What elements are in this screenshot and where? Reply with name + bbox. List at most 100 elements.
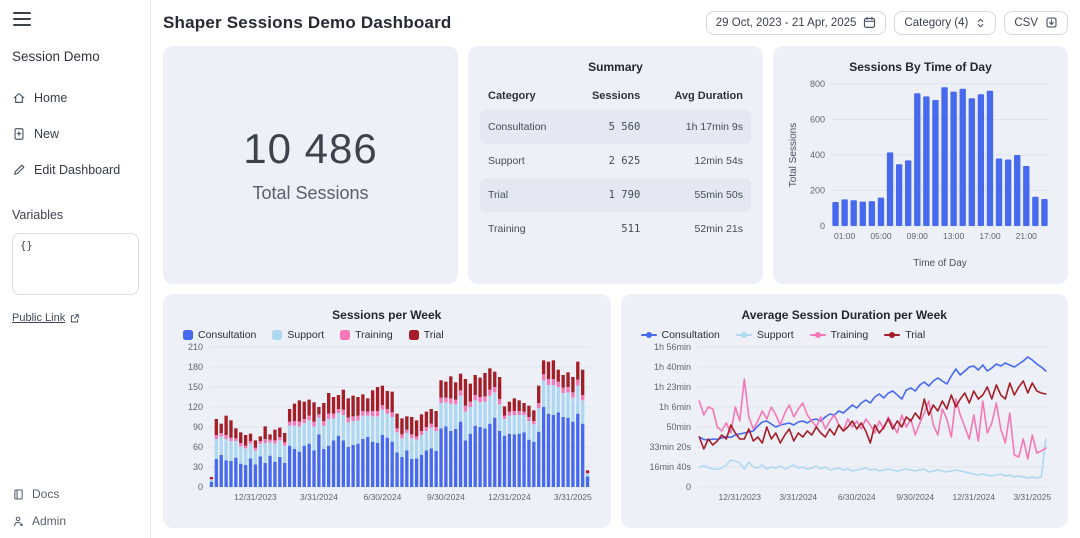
home-icon: [13, 93, 25, 103]
legend-swatch: [408, 329, 419, 340]
chevron-updown-icon: [978, 18, 984, 28]
time-of-day-chart-title: Sessions By Time of Day: [849, 59, 992, 74]
category-select-value: Category (4): [904, 16, 969, 29]
column-header-avg-duration: Avg Duration: [674, 89, 743, 102]
avg-duration-chart: 0 16min 40s 33min 20s 50min 1h 6min 1h 23min 1…: [649, 342, 1051, 502]
admin-icon: [14, 516, 23, 526]
svg-text:0: 0: [685, 482, 690, 492]
legend-line-marker: [809, 331, 826, 339]
svg-text:09:00: 09:00: [907, 231, 929, 241]
time-of-day-card: Sessions By Time of Day 0 200 400 600 800 01:…: [773, 45, 1068, 284]
svg-text:3/31/2024: 3/31/2024: [300, 492, 338, 502]
svg-text:210: 210: [188, 342, 203, 352]
legend-item-trial[interactable]: Trial: [408, 329, 444, 341]
legend-label: Support: [756, 328, 794, 341]
table-header-row: Category Sessions Avg Duration: [480, 82, 751, 110]
table-cell: 12min 54s: [694, 154, 743, 167]
svg-text:12/31/2024: 12/31/2024: [952, 492, 995, 502]
sidebar-item-label: Home: [34, 91, 68, 105]
sidebar-item-home[interactable]: Home: [12, 91, 138, 105]
kpi-card: 10 486 Total Sessions: [163, 45, 458, 284]
column-header-sessions: Sessions: [591, 89, 641, 102]
legend-item-trial[interactable]: Trial: [884, 329, 925, 341]
svg-text:3/31/2025: 3/31/2025: [1013, 492, 1051, 502]
category-select[interactable]: Category (4): [894, 10, 997, 35]
sidebar-item-new[interactable]: New: [12, 127, 138, 141]
legend-item-support[interactable]: Support: [272, 329, 324, 341]
sidebar-item-admin[interactable]: Admin: [12, 514, 138, 528]
sessions-per-week-card: Sessions per Week Consultation Support Tra…: [163, 293, 611, 528]
kpi-label: Total Sessions: [252, 183, 369, 204]
table-cell: 55min 50s: [648, 177, 751, 212]
table-row: Training 511 52min 21s: [480, 212, 751, 246]
sessions-per-week-chart-title: Sessions per Week: [332, 307, 442, 322]
svg-text:12/31/2023: 12/31/2023: [234, 492, 277, 502]
sidebar-item-edit-dashboard[interactable]: Edit Dashboard: [12, 163, 138, 177]
download-file-icon: [1046, 17, 1057, 28]
svg-text:150: 150: [188, 382, 203, 392]
table-row: Consultation 5 560 1h 17min 9s: [480, 109, 751, 144]
table-cell: Trial: [480, 177, 571, 212]
sidebar-nav: Home New Edit Dashboard: [12, 91, 138, 177]
sidebar-item-label: Edit Dashboard: [34, 163, 121, 177]
svg-text:16min 40s: 16min 40s: [649, 462, 691, 472]
svg-text:1h 23min: 1h 23min: [653, 382, 690, 392]
svg-text:1h 40min: 1h 40min: [653, 362, 690, 372]
svg-text:30: 30: [193, 462, 203, 472]
svg-text:0: 0: [820, 221, 825, 231]
summary-table: Category Sessions Avg Duration Consultat…: [480, 82, 751, 246]
svg-text:05:00: 05:00: [870, 231, 892, 241]
legend-label: Trial: [905, 328, 926, 341]
table-cell: 1h 17min 9s: [648, 109, 751, 144]
avg-duration-legend: Consultation Support Training Trial: [640, 328, 1057, 341]
legend-item-support[interactable]: Support: [735, 328, 794, 341]
svg-text:3/31/2025: 3/31/2025: [554, 492, 592, 502]
svg-text:9/30/2024: 9/30/2024: [427, 492, 465, 502]
csv-export-button[interactable]: CSV: [1004, 10, 1068, 35]
legend-item-consultation[interactable]: Consultation: [640, 328, 720, 341]
legend-label: Consultation: [198, 328, 257, 341]
legend-item-training[interactable]: Training: [340, 329, 393, 341]
avg-duration-chart-title: Average Session Duration per Week: [741, 307, 947, 322]
variables-editor[interactable]: {}: [12, 233, 139, 295]
table-cell: Training: [488, 222, 526, 235]
header-controls: 29 Oct, 2023 - 21 Apr, 2025 Category (4)…: [705, 10, 1068, 35]
table-cell: Support: [488, 154, 525, 167]
summary-title: Summary: [588, 59, 643, 74]
external-link-icon: [71, 313, 79, 322]
summary-card: Summary Category Sessions Avg Duration C…: [468, 45, 763, 284]
sidebar-item-docs[interactable]: Docs: [12, 487, 138, 501]
sidebar-item-label: New: [34, 127, 60, 141]
sidebar: Session Demo Home New Edit Dashboard Var…: [0, 0, 151, 538]
csv-label: CSV: [1014, 16, 1038, 29]
svg-text:17:00: 17:00: [979, 231, 1001, 241]
date-range-value: 29 Oct, 2023 - 21 Apr, 2025: [715, 16, 857, 29]
legend-label: Training: [355, 328, 393, 341]
legend-swatch: [183, 329, 193, 340]
table-cell: 2 625: [608, 154, 641, 167]
table-cell: 52min 21s: [694, 222, 743, 235]
date-range-button[interactable]: 29 Oct, 2023 - 21 Apr, 2025: [705, 10, 887, 35]
table-cell: Consultation: [480, 109, 571, 144]
menu-button[interactable]: [13, 12, 31, 26]
file-plus-icon: [14, 128, 24, 140]
public-link[interactable]: Public Link: [12, 312, 138, 324]
legend-swatch: [340, 329, 351, 340]
svg-text:1h 6min: 1h 6min: [658, 402, 690, 412]
hamburger-icon: [13, 12, 31, 14]
svg-text:21:00: 21:00: [1016, 231, 1038, 241]
legend-swatch: [272, 329, 283, 340]
svg-text:180: 180: [188, 362, 203, 372]
table-row: Trial 1 790 55min 50s: [480, 177, 751, 212]
docs-icon: [14, 489, 23, 499]
legend-item-consultation[interactable]: Consultation: [183, 329, 256, 341]
svg-text:0: 0: [198, 482, 203, 492]
main-content: Shaper Sessions Demo Dashboard 29 Oct, 2…: [151, 0, 1080, 538]
svg-text:13:00: 13:00: [943, 231, 965, 241]
sessions-by-time-of-day-chart: 0 200 400 600 800 01:00 05:00 09:00 13:00 17:00 21…: [788, 79, 1049, 269]
page-title: Shaper Sessions Demo Dashboard: [163, 12, 452, 32]
legend-item-training[interactable]: Training: [809, 329, 868, 341]
svg-text:600: 600: [810, 114, 825, 124]
svg-text:50min: 50min: [666, 422, 691, 432]
legend-label: Consultation: [661, 328, 720, 341]
